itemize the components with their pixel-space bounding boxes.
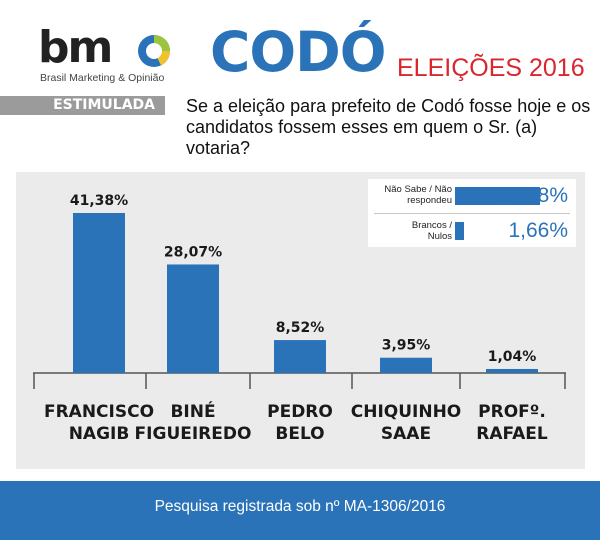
- data-label-1: 28,07%: [164, 244, 222, 260]
- bar-1: [167, 264, 219, 373]
- inset-label-line: respondeu: [407, 195, 452, 206]
- data-label-3: 3,95%: [382, 338, 431, 354]
- bar-2: [274, 340, 326, 373]
- inset-label-line: Nulos: [427, 231, 452, 242]
- inset-divider: [374, 213, 570, 214]
- logo-tagline: Brasil Marketing & Opinião: [40, 72, 165, 84]
- data-label-4: 1,04%: [488, 349, 537, 365]
- survey-question: Se a eleição para prefeito de Codó fosse…: [186, 96, 591, 158]
- logo-wordmark: bm: [38, 22, 113, 73]
- tick-label-4-0: PROFº.: [478, 402, 546, 422]
- tick-label-0-0: FRANCISCO: [44, 402, 154, 422]
- inset-value-brancos: 1,66%: [508, 219, 568, 242]
- inset-label-line: Não Sabe / Não: [384, 184, 452, 195]
- tick-label-2-1: BELO: [275, 424, 324, 444]
- tick-label-4-1: RAFAEL: [476, 424, 548, 444]
- inset-value-nao-sabe: 15,38%: [496, 184, 568, 207]
- data-label-2: 8,52%: [276, 320, 325, 336]
- bar-3: [380, 357, 432, 373]
- inset-legend: Não Sabe / Não respondeu 15,38% Brancos …: [368, 179, 576, 247]
- page-subtitle: ELEIÇÕES 2016: [397, 54, 585, 82]
- inset-row-brancos: Brancos / Nulos 1,66%: [368, 216, 576, 246]
- footer-bar: Pesquisa registrada sob nº MA-1306/2016: [0, 481, 600, 540]
- tick-label-2-0: PEDRO: [267, 402, 333, 422]
- tick-label-1-0: BINÉ: [170, 400, 215, 422]
- inset-row-nao-sabe: Não Sabe / Não respondeu 15,38%: [368, 179, 576, 209]
- tick-label-3-0: CHIQUINHO: [351, 402, 462, 422]
- registration-note: Pesquisa registrada sob nº MA-1306/2016: [154, 498, 446, 515]
- poll-type-tag: ESTIMULADA: [0, 96, 165, 115]
- bar-4: [486, 368, 538, 373]
- tick-label-0-1: NAGIB: [69, 424, 130, 444]
- inset-label-1: Não Sabe / Não respondeu: [370, 184, 452, 206]
- poll-type-label: ESTIMULADA: [53, 97, 155, 113]
- inset-label-line: Brancos /: [411, 220, 452, 231]
- data-label-0: 41,38%: [70, 193, 128, 209]
- pie-chart-icon: [138, 35, 170, 67]
- page-title: CODÓ: [210, 20, 387, 84]
- inset-bar-nao-sabe: [455, 187, 541, 205]
- inset-label-2: Brancos / Nulos: [370, 220, 452, 242]
- inset-bar-brancos: [455, 222, 465, 240]
- tick-label-1-1: FIGUEIREDO: [135, 424, 252, 444]
- brand-logo: bm Brasil Marketing & Opinião: [38, 22, 178, 88]
- tick-label-3-1: SAAE: [381, 424, 431, 444]
- bar-0: [73, 212, 125, 373]
